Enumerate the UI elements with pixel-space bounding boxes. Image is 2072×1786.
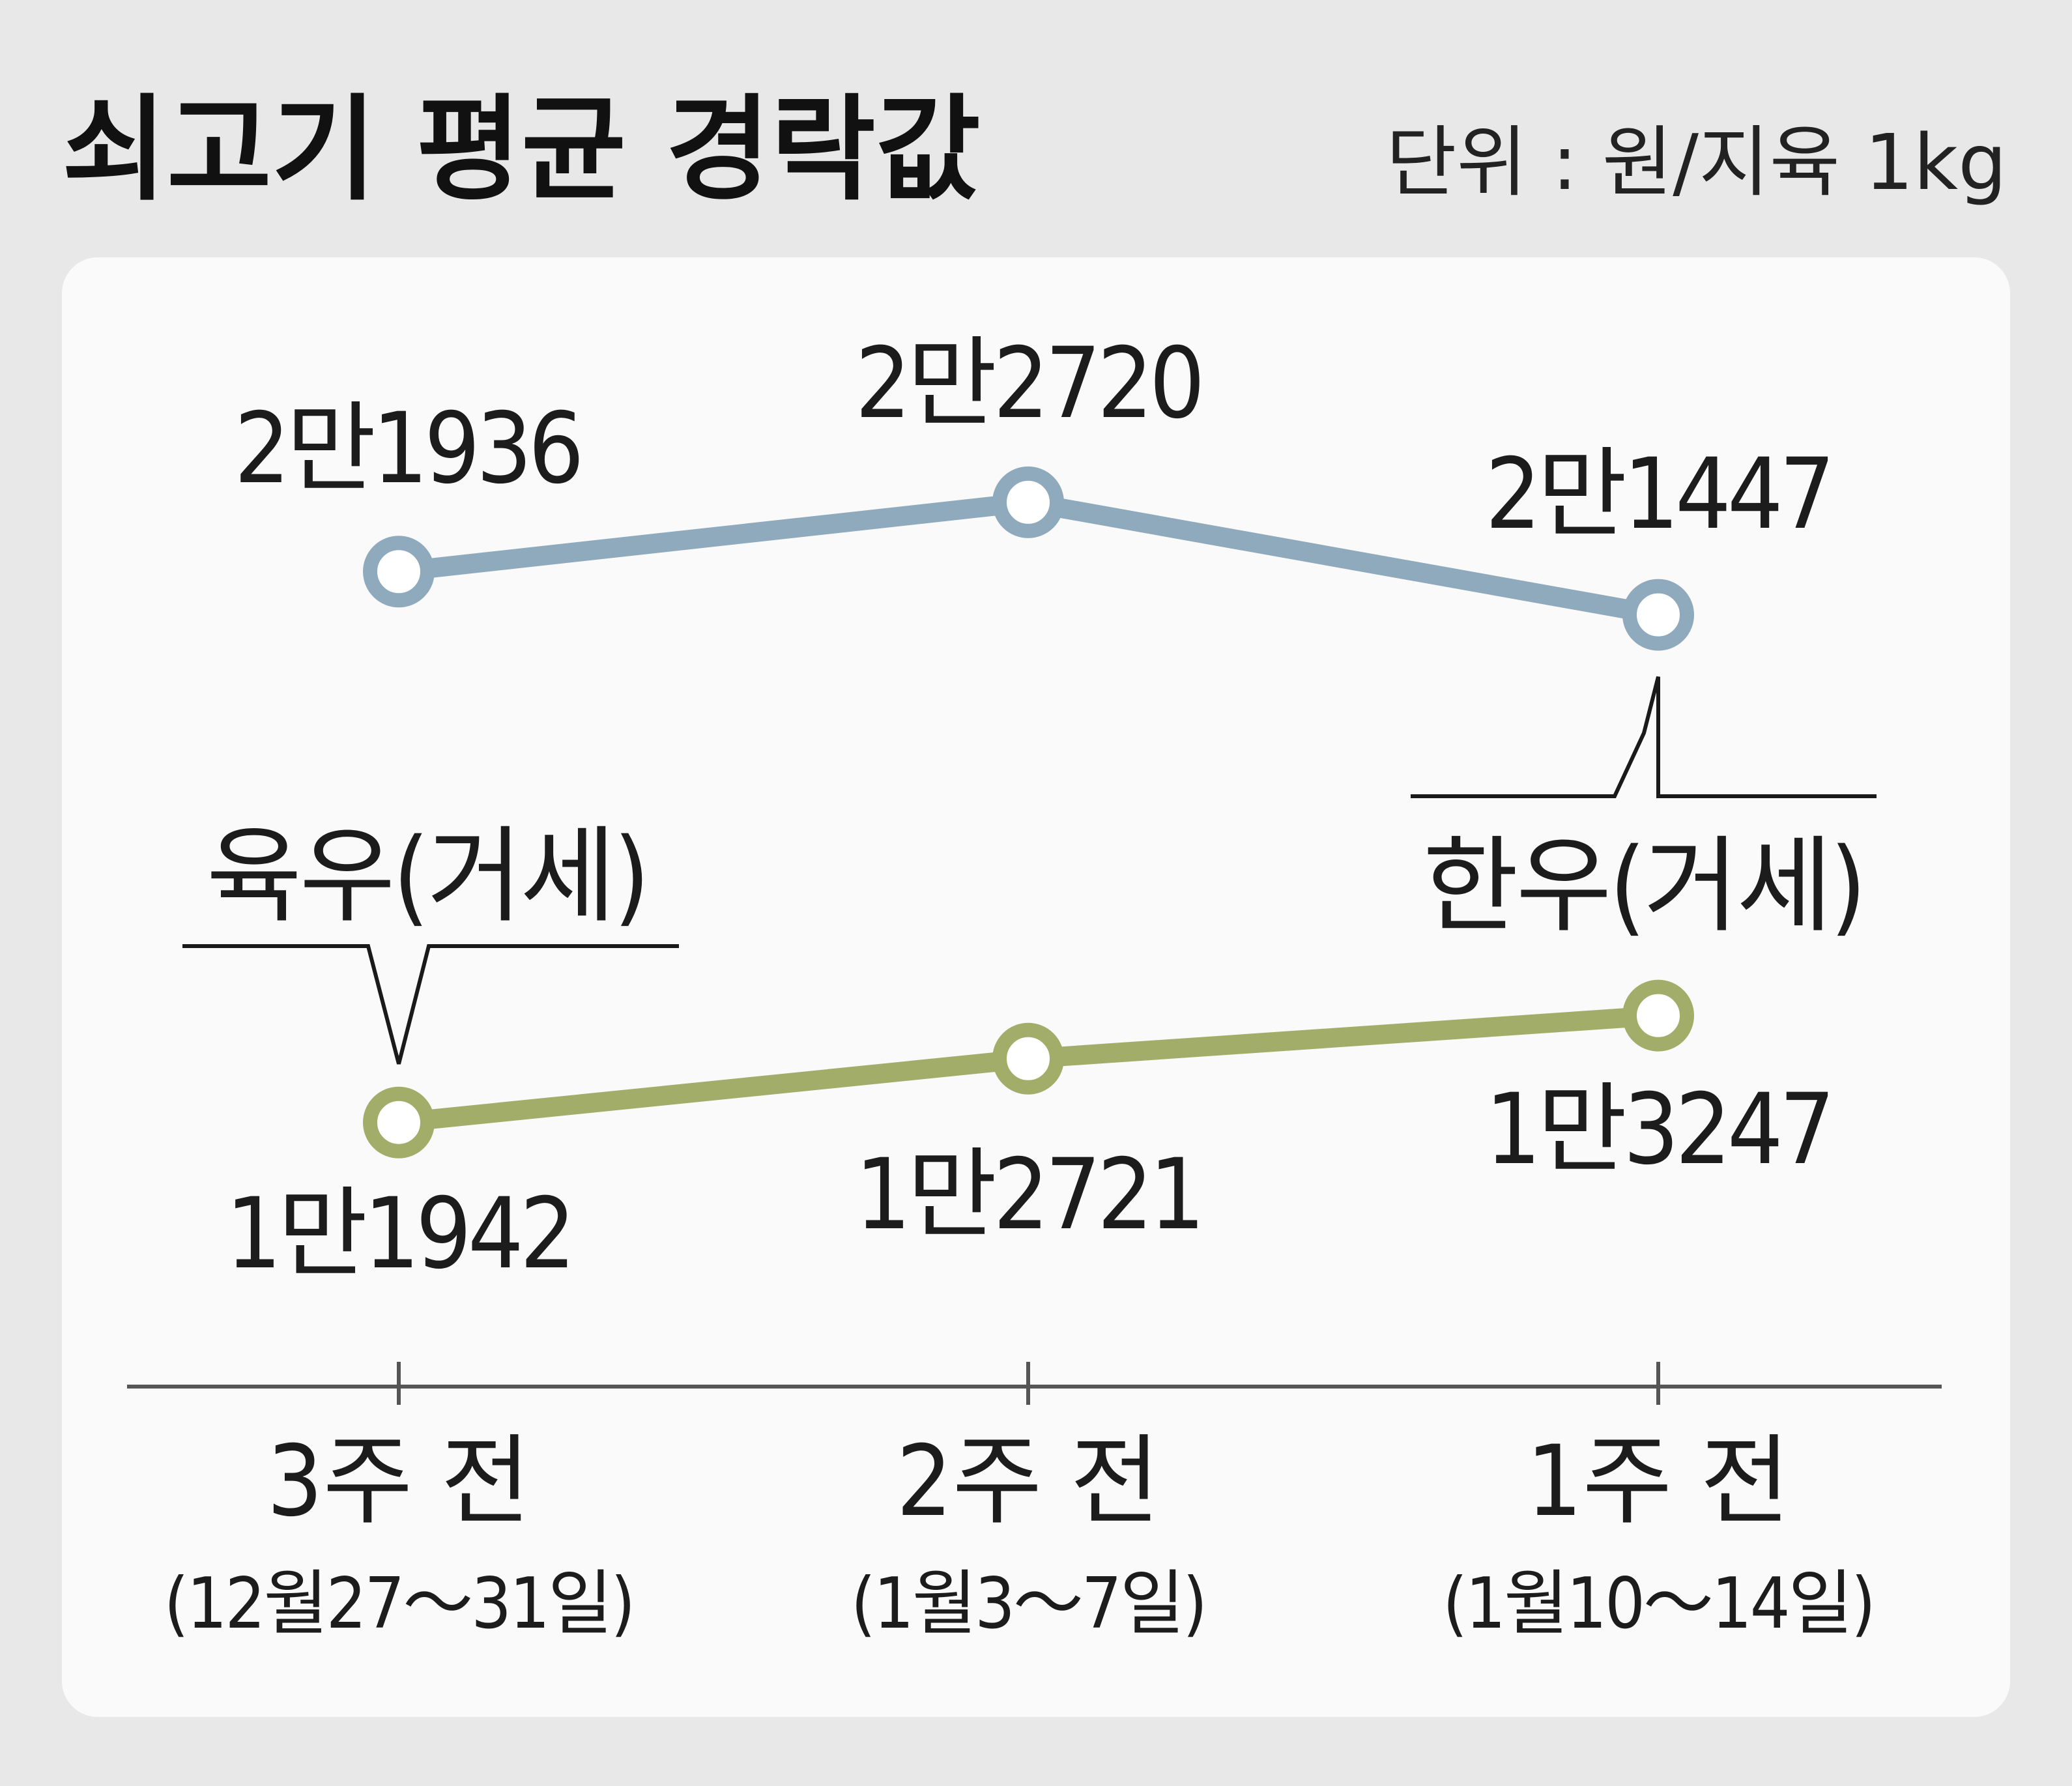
series-name-yukwoo: 육우(거세) xyxy=(206,815,647,937)
data-labels: 2만1936 2만2720 2만1447 1만1942 1만2721 1만3247 xyxy=(225,327,1835,1291)
x-tick-label: 1주 전 xyxy=(1527,1425,1791,1538)
data-value-label: 1만2721 xyxy=(855,1138,1201,1252)
data-point-marker xyxy=(1622,979,1694,1052)
data-point-marker xyxy=(1622,579,1694,651)
x-tick-range-label: (1월3～7일) xyxy=(851,1563,1205,1645)
data-point-marker xyxy=(363,1086,435,1159)
hanwoo-callout-bracket xyxy=(1411,676,1877,798)
data-value-label: 1만3247 xyxy=(1485,1073,1831,1187)
chart-panel xyxy=(62,257,2010,1717)
x-tick-label: 3주 전 xyxy=(267,1425,531,1538)
data-value-label: 2만2720 xyxy=(855,327,1201,440)
data-point-marker xyxy=(992,1022,1064,1095)
unit-label: 단위 : 원/지육 1kg xyxy=(1386,117,2007,207)
x-axis: 3주 전 (12월27～31일) 2주 전 (1월3～7일) 1주 전 (1월10～14일… xyxy=(127,1362,1942,1645)
chart-title: 쇠고기 평균 경락값 xyxy=(62,84,981,216)
series-name-hanwoo: 한우(거세) xyxy=(1422,825,1863,947)
data-value-label: 2만1936 xyxy=(234,392,580,506)
series-lines xyxy=(363,466,1694,1159)
x-tick-range-label: (12월27～31일) xyxy=(164,1563,633,1645)
series-callouts: 한우(거세) 육우(거세) xyxy=(182,676,1877,1065)
x-tick-label: 2주 전 xyxy=(897,1425,1160,1538)
yukwoo-callout-bracket xyxy=(182,944,679,1065)
data-value-label: 1만1942 xyxy=(225,1177,571,1291)
x-tick-range-label: (1월10～14일) xyxy=(1443,1563,1874,1645)
data-point-marker xyxy=(992,466,1064,538)
data-value-label: 2만1447 xyxy=(1485,438,1831,551)
data-point-marker xyxy=(363,536,435,608)
